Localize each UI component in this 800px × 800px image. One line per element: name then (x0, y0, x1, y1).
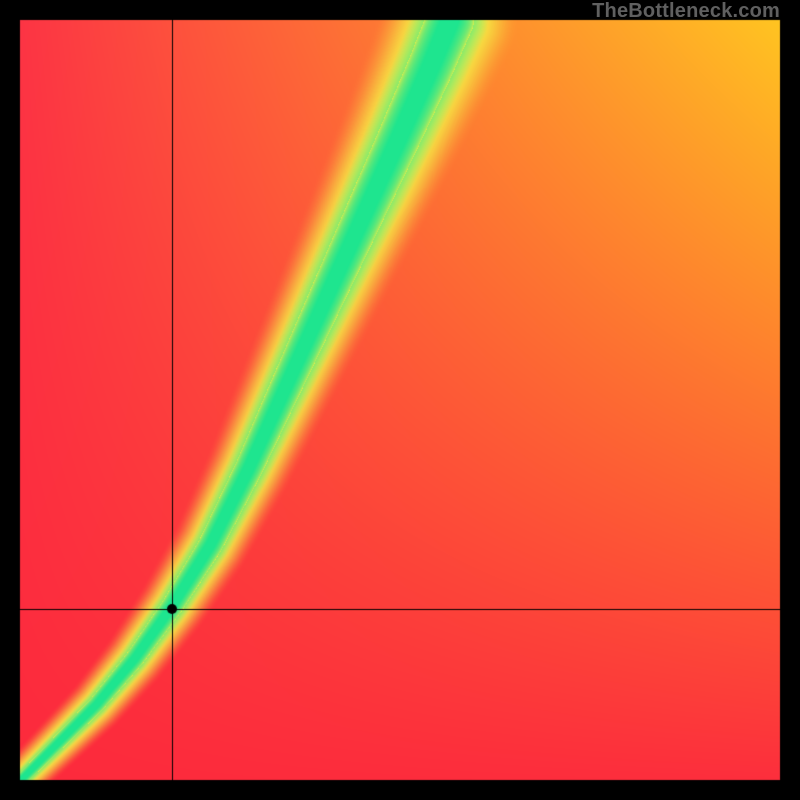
chart-container: TheBottleneck.com (0, 0, 800, 800)
heatmap-canvas (0, 0, 800, 800)
watermark-text: TheBottleneck.com (592, 0, 780, 23)
